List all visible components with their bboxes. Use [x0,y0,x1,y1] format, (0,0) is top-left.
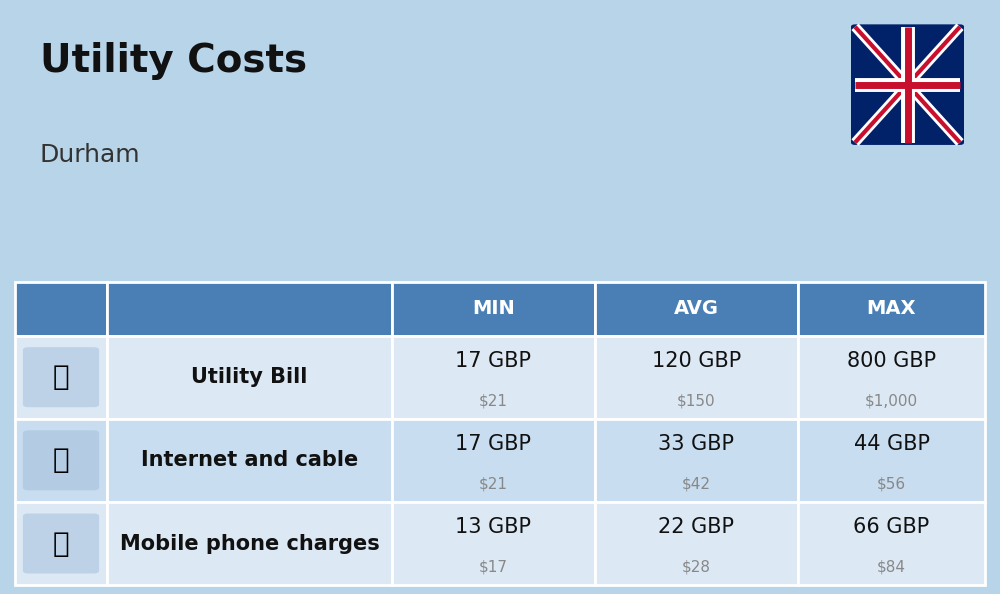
FancyBboxPatch shape [392,502,595,585]
FancyBboxPatch shape [23,347,99,407]
Text: Internet and cable: Internet and cable [141,450,358,470]
FancyBboxPatch shape [595,419,798,502]
FancyBboxPatch shape [392,282,595,336]
Text: $84: $84 [877,560,906,575]
FancyBboxPatch shape [15,502,107,585]
Text: MIN: MIN [472,299,515,318]
Text: Utility Costs: Utility Costs [40,42,307,80]
Text: 17 GBP: 17 GBP [455,434,532,454]
FancyBboxPatch shape [392,419,595,502]
Text: $150: $150 [677,393,716,409]
FancyBboxPatch shape [23,430,99,491]
Text: $56: $56 [877,476,906,492]
FancyBboxPatch shape [23,513,99,574]
FancyBboxPatch shape [595,282,798,336]
Text: AVG: AVG [674,299,719,318]
FancyBboxPatch shape [15,336,107,419]
Text: 📱: 📱 [53,529,69,558]
Text: 120 GBP: 120 GBP [652,350,741,371]
Text: $17: $17 [479,560,508,575]
FancyBboxPatch shape [798,282,985,336]
FancyBboxPatch shape [595,502,798,585]
FancyBboxPatch shape [107,282,392,336]
Text: 📡: 📡 [53,446,69,475]
Text: $21: $21 [479,393,508,409]
Text: $1,000: $1,000 [865,393,918,409]
FancyBboxPatch shape [798,419,985,502]
FancyBboxPatch shape [15,419,107,502]
Text: $28: $28 [682,560,711,575]
Text: 17 GBP: 17 GBP [455,350,532,371]
FancyBboxPatch shape [798,336,985,419]
FancyBboxPatch shape [392,336,595,419]
Text: 33 GBP: 33 GBP [658,434,734,454]
Text: MAX: MAX [867,299,916,318]
Text: 44 GBP: 44 GBP [854,434,930,454]
Text: $42: $42 [682,476,711,492]
FancyBboxPatch shape [798,502,985,585]
FancyBboxPatch shape [107,502,392,585]
Text: $21: $21 [479,476,508,492]
Text: Utility Bill: Utility Bill [191,367,308,387]
Text: 13 GBP: 13 GBP [455,517,532,537]
FancyBboxPatch shape [107,419,392,502]
Text: 800 GBP: 800 GBP [847,350,936,371]
Text: 22 GBP: 22 GBP [658,517,734,537]
Text: 66 GBP: 66 GBP [853,517,930,537]
FancyBboxPatch shape [107,336,392,419]
Text: 🔧: 🔧 [53,363,69,391]
FancyBboxPatch shape [15,282,107,336]
Text: Durham: Durham [40,143,141,166]
Text: Mobile phone charges: Mobile phone charges [120,533,379,554]
FancyBboxPatch shape [595,336,798,419]
